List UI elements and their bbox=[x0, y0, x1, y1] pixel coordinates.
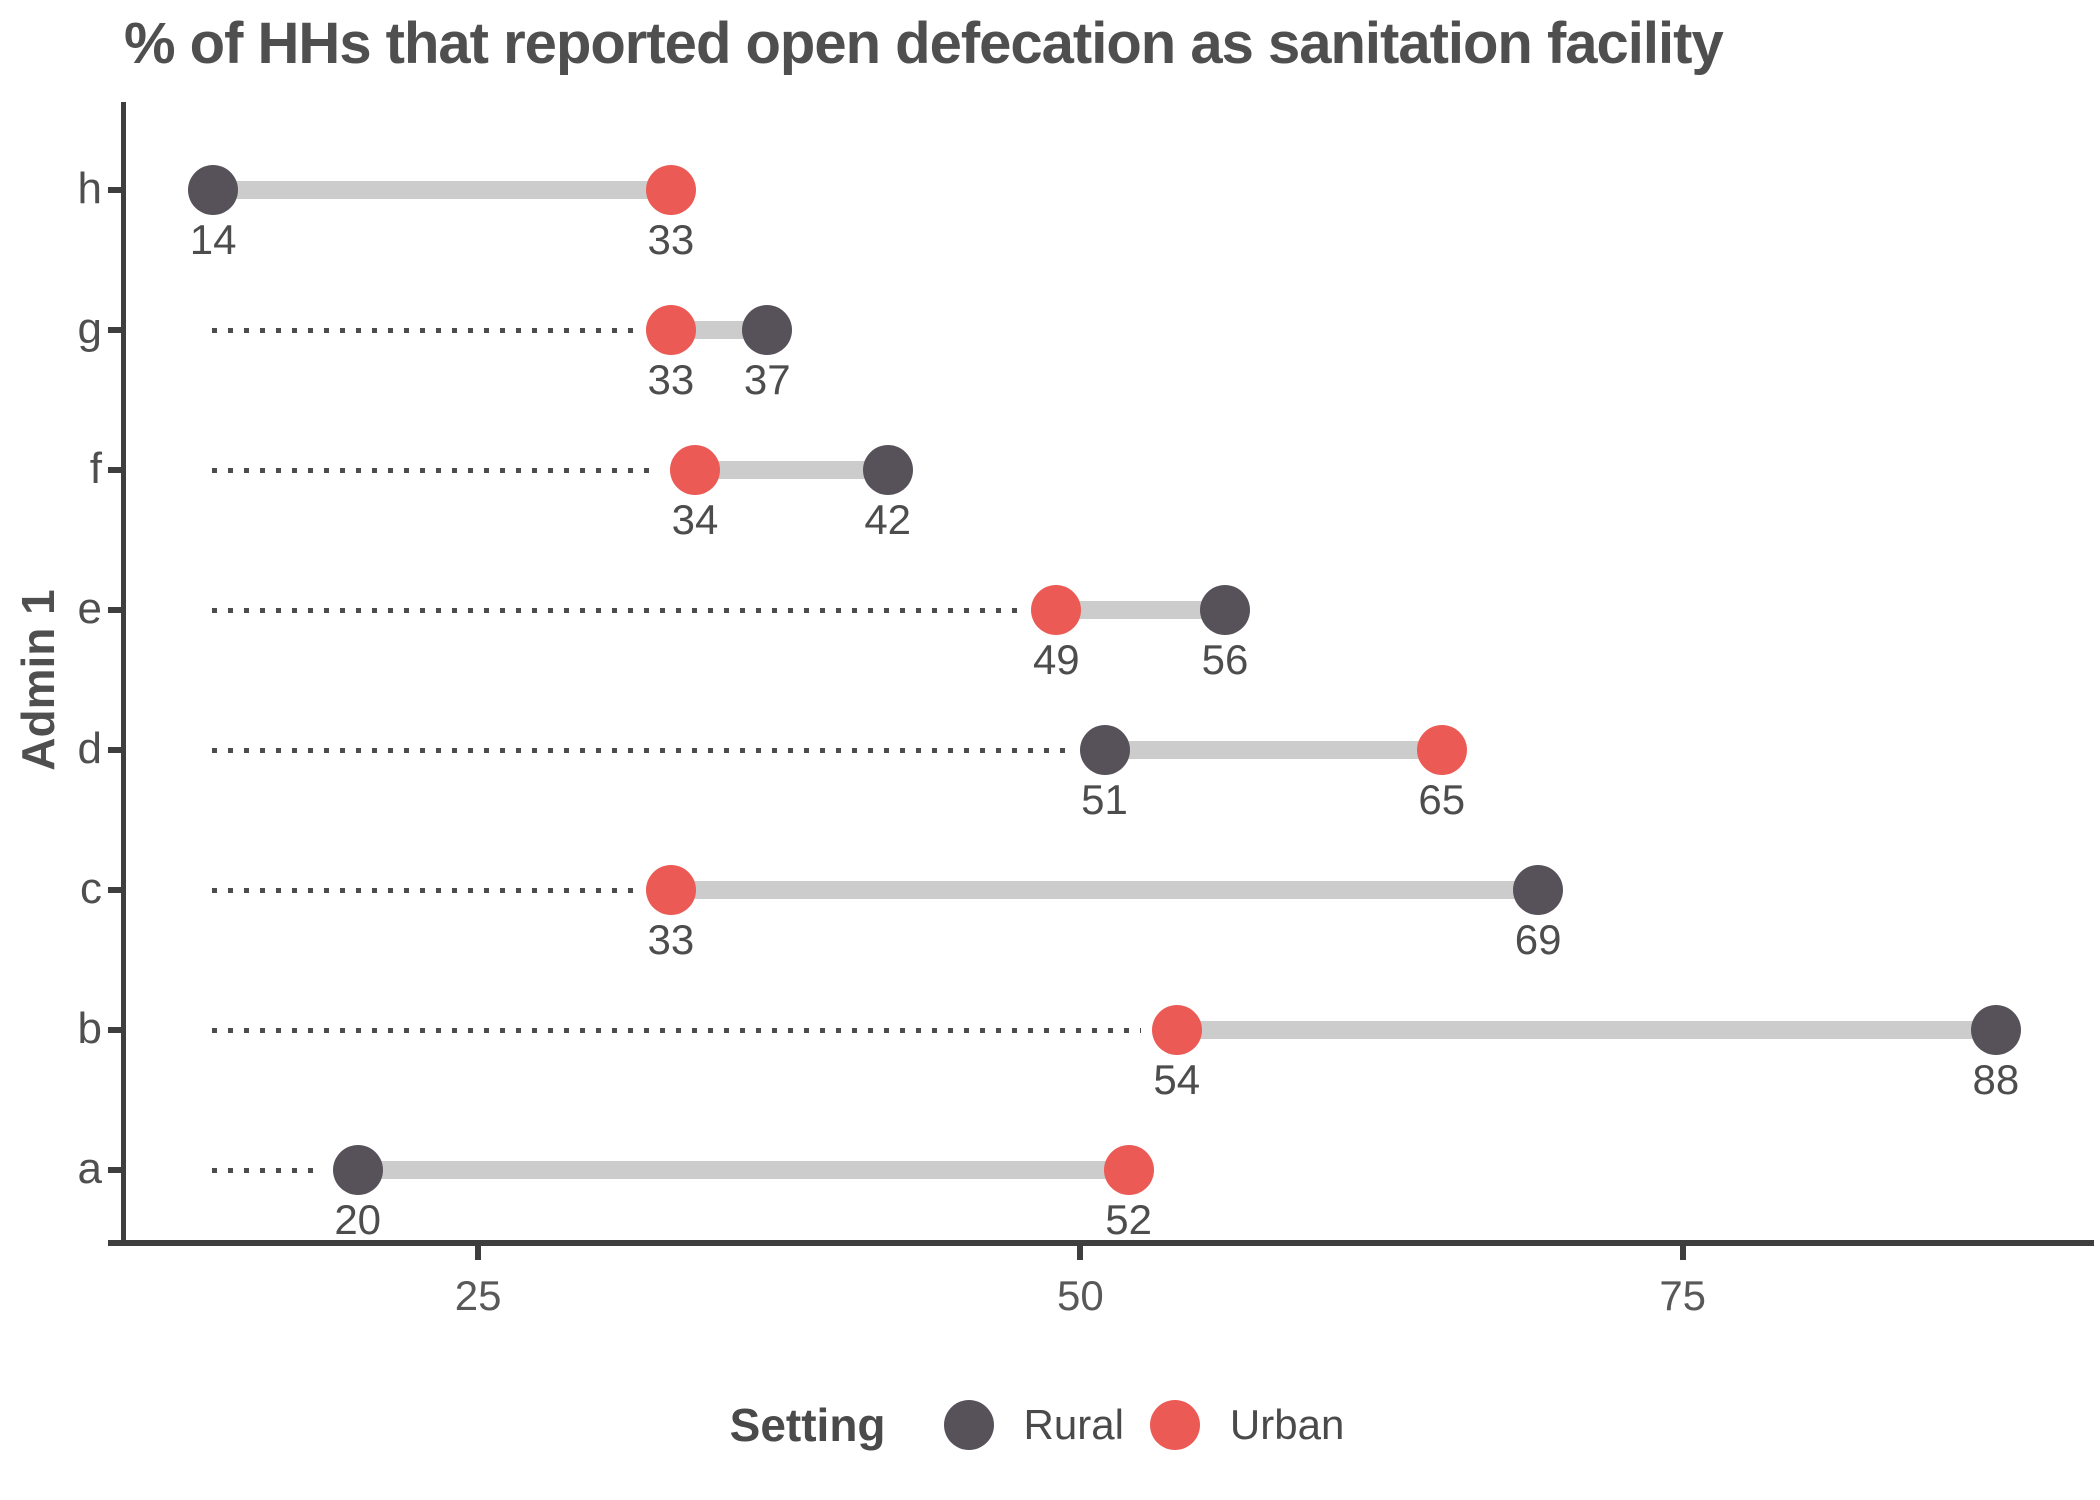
leader-line-b bbox=[212, 1027, 1141, 1033]
category-label-b: b bbox=[77, 1004, 102, 1053]
urban-value-label-a: 52 bbox=[1105, 1196, 1152, 1243]
category-label-d: d bbox=[77, 724, 102, 773]
y-tick-b bbox=[108, 1027, 123, 1033]
rural-dot-h bbox=[188, 165, 239, 215]
urban-dot-b bbox=[1151, 1005, 1202, 1055]
leader-line-f bbox=[212, 467, 659, 473]
category-label-c: c bbox=[80, 864, 102, 913]
legend-item-rural: Rural bbox=[943, 1400, 1124, 1450]
rural-value-label-f: 42 bbox=[864, 496, 912, 543]
y-tick-g bbox=[108, 327, 123, 333]
y-tick-f bbox=[108, 467, 123, 473]
rural-dot-a bbox=[332, 1145, 383, 1195]
x-axis-line bbox=[108, 1240, 2094, 1246]
y-axis-line bbox=[121, 102, 126, 1243]
connector-line-d bbox=[1104, 741, 1442, 759]
leader-line-a bbox=[212, 1167, 322, 1173]
rural-value-label-b: 88 bbox=[1972, 1056, 2020, 1103]
connector-line-a bbox=[357, 1161, 1129, 1179]
y-tick-e bbox=[108, 607, 123, 613]
chart-title: % of HHs that reported open defecation a… bbox=[124, 11, 1724, 76]
rural-value-label-c: 69 bbox=[1514, 916, 1562, 963]
x-tick-25 bbox=[475, 1244, 482, 1260]
category-label-g: g bbox=[77, 304, 102, 353]
urban-value-label-h: 33 bbox=[647, 216, 695, 263]
y-tick-c bbox=[108, 887, 123, 893]
x-tick-label-50: 50 bbox=[1057, 1272, 1104, 1319]
urban-value-label-c: 33 bbox=[647, 916, 695, 963]
rural-value-label-d: 51 bbox=[1081, 776, 1128, 823]
urban-value-label-f: 34 bbox=[671, 496, 719, 543]
connector-line-e bbox=[1056, 601, 1225, 619]
leader-line-e bbox=[212, 607, 1021, 613]
legend-swatch-urban bbox=[1149, 1400, 1200, 1450]
category-label-f: f bbox=[89, 444, 102, 493]
category-label-e: e bbox=[77, 584, 102, 633]
y-tick-h bbox=[108, 187, 123, 193]
rural-value-label-h: 14 bbox=[189, 216, 237, 263]
rural-value-label-e: 56 bbox=[1201, 636, 1249, 683]
x-tick-label-75: 75 bbox=[1659, 1272, 1707, 1319]
urban-dot-d bbox=[1416, 725, 1467, 775]
urban-dot-c bbox=[645, 865, 696, 915]
urban-dot-h bbox=[645, 165, 696, 215]
urban-dot-e bbox=[1031, 585, 1082, 635]
legend-title: Setting bbox=[729, 1399, 886, 1451]
category-label-a: a bbox=[77, 1144, 102, 1193]
category-label-h: h bbox=[77, 164, 102, 213]
urban-value-label-b: 54 bbox=[1153, 1056, 1201, 1103]
leader-line-c bbox=[212, 887, 635, 893]
urban-dot-a bbox=[1103, 1145, 1154, 1195]
connector-line-f bbox=[694, 461, 888, 479]
urban-value-label-e: 49 bbox=[1032, 636, 1080, 683]
y-tick-a bbox=[108, 1167, 123, 1173]
rural-dot-b bbox=[1970, 1005, 2021, 1055]
y-tick-d bbox=[108, 747, 123, 753]
urban-value-label-d: 65 bbox=[1418, 776, 1466, 823]
legend-swatch-rural bbox=[943, 1400, 994, 1450]
rural-dot-e bbox=[1199, 585, 1250, 635]
legend-items: Rural Urban bbox=[943, 1400, 1371, 1450]
legend-label-rural: Rural bbox=[1023, 1401, 1124, 1448]
rural-value-label-g: 37 bbox=[743, 356, 791, 403]
legend-item-urban: Urban bbox=[1149, 1400, 1345, 1450]
legend: Setting Rural Urban bbox=[0, 1398, 2100, 1452]
legend-label-urban: Urban bbox=[1229, 1401, 1345, 1448]
connector-line-h bbox=[213, 181, 671, 199]
x-tick-75 bbox=[1679, 1244, 1686, 1260]
connector-line-c bbox=[670, 881, 1539, 899]
connector-line-b bbox=[1176, 1021, 1996, 1039]
rural-dot-c bbox=[1513, 865, 1564, 915]
urban-dot-f bbox=[669, 445, 720, 495]
leader-line-g bbox=[212, 327, 635, 333]
leader-line-d bbox=[212, 747, 1069, 753]
rural-value-label-a: 20 bbox=[334, 1196, 382, 1243]
rural-dot-g bbox=[742, 305, 793, 355]
x-tick-50 bbox=[1077, 1244, 1084, 1260]
urban-value-label-g: 33 bbox=[647, 356, 695, 403]
rural-dot-d bbox=[1079, 725, 1130, 775]
urban-dot-g bbox=[645, 305, 696, 355]
rural-dot-f bbox=[862, 445, 913, 495]
x-tick-label-25: 25 bbox=[454, 1272, 502, 1319]
